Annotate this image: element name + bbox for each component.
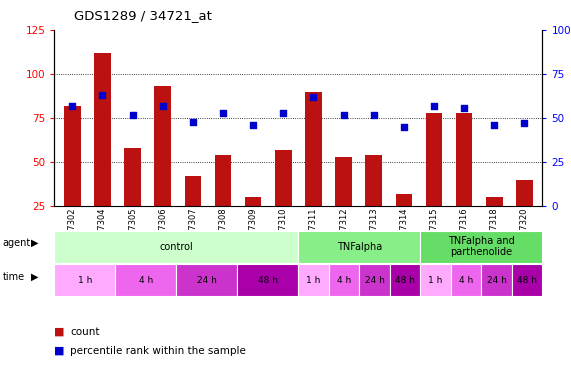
Point [219, 110, 228, 116]
Text: 48 h: 48 h [395, 276, 415, 285]
Text: 1 h: 1 h [428, 276, 443, 285]
Bar [245, 197, 262, 250]
Bar [94, 53, 111, 250]
Text: 4 h: 4 h [337, 276, 351, 285]
Text: time: time [3, 272, 25, 282]
Text: 1 h: 1 h [307, 276, 321, 285]
Text: control: control [159, 242, 193, 252]
Point [369, 112, 378, 118]
Bar [335, 157, 352, 250]
Point [158, 103, 167, 109]
Text: 48 h: 48 h [517, 276, 537, 285]
Bar [516, 180, 533, 250]
Text: count: count [70, 327, 100, 337]
Text: percentile rank within the sample: percentile rank within the sample [70, 346, 246, 355]
Bar [275, 150, 292, 250]
Text: 48 h: 48 h [258, 276, 278, 285]
Point [188, 118, 198, 124]
Text: ▶: ▶ [31, 272, 39, 282]
Point [309, 94, 318, 100]
Text: ■: ■ [54, 327, 65, 337]
Bar [215, 155, 231, 251]
Point [520, 120, 529, 126]
Text: ▶: ▶ [31, 238, 39, 248]
Point [339, 112, 348, 118]
Text: agent: agent [3, 238, 31, 248]
Text: 4 h: 4 h [459, 276, 473, 285]
Bar [124, 148, 141, 250]
Bar [396, 194, 412, 250]
Text: 1 h: 1 h [78, 276, 92, 285]
Text: GDS1289 / 34721_at: GDS1289 / 34721_at [74, 9, 212, 22]
Text: 24 h: 24 h [486, 276, 506, 285]
Bar [425, 113, 443, 251]
Text: 4 h: 4 h [139, 276, 153, 285]
Point [460, 105, 469, 111]
Point [248, 122, 258, 128]
Bar [184, 176, 201, 251]
Text: TNFalpha and
parthenolide: TNFalpha and parthenolide [448, 236, 515, 257]
Point [399, 124, 408, 130]
Point [490, 122, 499, 128]
Text: 24 h: 24 h [365, 276, 384, 285]
Bar [154, 86, 171, 251]
Text: TNFalpha: TNFalpha [337, 242, 382, 252]
Text: ■: ■ [54, 346, 65, 355]
Point [68, 103, 77, 109]
Bar [486, 197, 502, 250]
Point [279, 110, 288, 116]
Bar [365, 155, 382, 251]
Bar [305, 92, 321, 251]
Text: 24 h: 24 h [197, 276, 217, 285]
Point [429, 103, 439, 109]
Bar [456, 113, 472, 251]
Point [98, 92, 107, 98]
Bar [64, 106, 81, 250]
Point [128, 112, 137, 118]
